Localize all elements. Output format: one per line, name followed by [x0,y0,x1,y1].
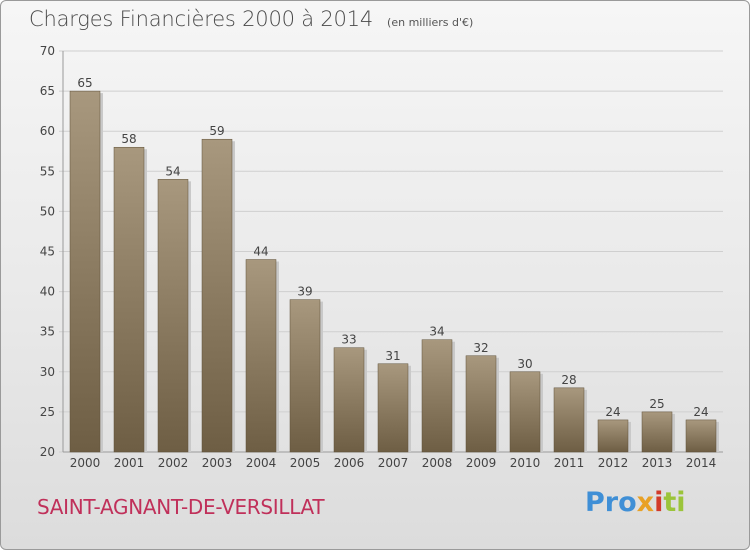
y-tick-label: 70 [40,44,55,58]
y-tick-label: 50 [40,204,55,218]
x-tick-label: 2005 [290,456,321,470]
logo-part-3: i [654,487,664,518]
y-tick-label: 35 [40,325,55,339]
x-tick-label: 2008 [422,456,453,470]
chart-title-text: Charges Financières 2000 à 2014 [29,7,374,31]
chart-title: Charges Financières 2000 à 2014 (en milli… [29,7,473,37]
x-tick-label: 2009 [466,456,497,470]
x-tick-label: 2007 [378,456,409,470]
proxiti-logo: Proxiti [585,487,686,523]
bar [201,138,233,453]
x-tick-label: 2013 [642,456,673,470]
x-tick-label: 2014 [686,456,717,470]
x-tick-label: 2004 [246,456,277,470]
data-label: 24 [693,405,708,419]
x-tick-label: 2011 [554,456,585,470]
bar [465,355,497,453]
data-label: 59 [209,124,224,138]
y-tick-label: 20 [40,445,55,459]
x-tick-label: 2000 [70,456,101,470]
y-tick-labels: 20 25 30 35 40 45 50 55 60 65 70 [40,44,55,459]
data-label: 34 [429,325,444,339]
y-tick-label: 30 [40,365,55,379]
y-tick-label: 55 [40,164,55,178]
x-tick-label: 2003 [202,456,233,470]
x-tick-label: 2002 [158,456,189,470]
y-tick-label: 25 [40,405,55,419]
bar [597,419,629,453]
data-label: 32 [473,341,488,355]
bar [245,259,277,453]
x-tick-label: 2012 [598,456,629,470]
x-tick-labels: 2000 2001 2002 2003 2004 2005 2006 2007 2008 2009… [70,456,717,470]
bars [69,90,719,453]
data-label: 54 [165,164,180,178]
commune-name: SAINT-AGNANT-DE-VERSILLAT [37,495,325,519]
x-tick-label: 2006 [334,456,365,470]
data-label: 44 [253,245,268,259]
bar [333,347,365,453]
x-tick-label: 2001 [114,456,145,470]
logo-part-2: x [636,487,655,518]
bar [641,411,673,453]
data-label: 28 [561,373,576,387]
x-tick-label: 2010 [510,456,541,470]
bar [69,90,101,453]
chart-unit: (en milliers d'€) [387,16,474,29]
y-tick-label: 45 [40,245,55,259]
data-label: 31 [385,349,400,363]
logo-part-4: ti [663,487,686,518]
data-label: 39 [297,285,312,299]
bar [289,299,321,453]
data-label: 33 [341,333,356,347]
data-label: 30 [517,357,532,371]
bar [685,419,717,453]
bar [377,363,409,453]
data-label: 65 [77,76,92,90]
y-tick-label: 40 [40,285,55,299]
y-tick-label: 65 [40,84,55,98]
data-label: 58 [121,132,136,146]
data-label: 24 [605,405,620,419]
bar [553,387,585,453]
bar [113,146,145,453]
y-tick-label: 60 [40,124,55,138]
data-label: 25 [649,397,664,411]
bar [157,179,189,453]
data-labels: 65 58 54 59 44 39 33 31 34 32 30 28 24 25 24 [77,76,708,419]
logo-part-1: Pro [585,487,637,518]
bar [421,339,453,453]
bar [509,371,541,453]
